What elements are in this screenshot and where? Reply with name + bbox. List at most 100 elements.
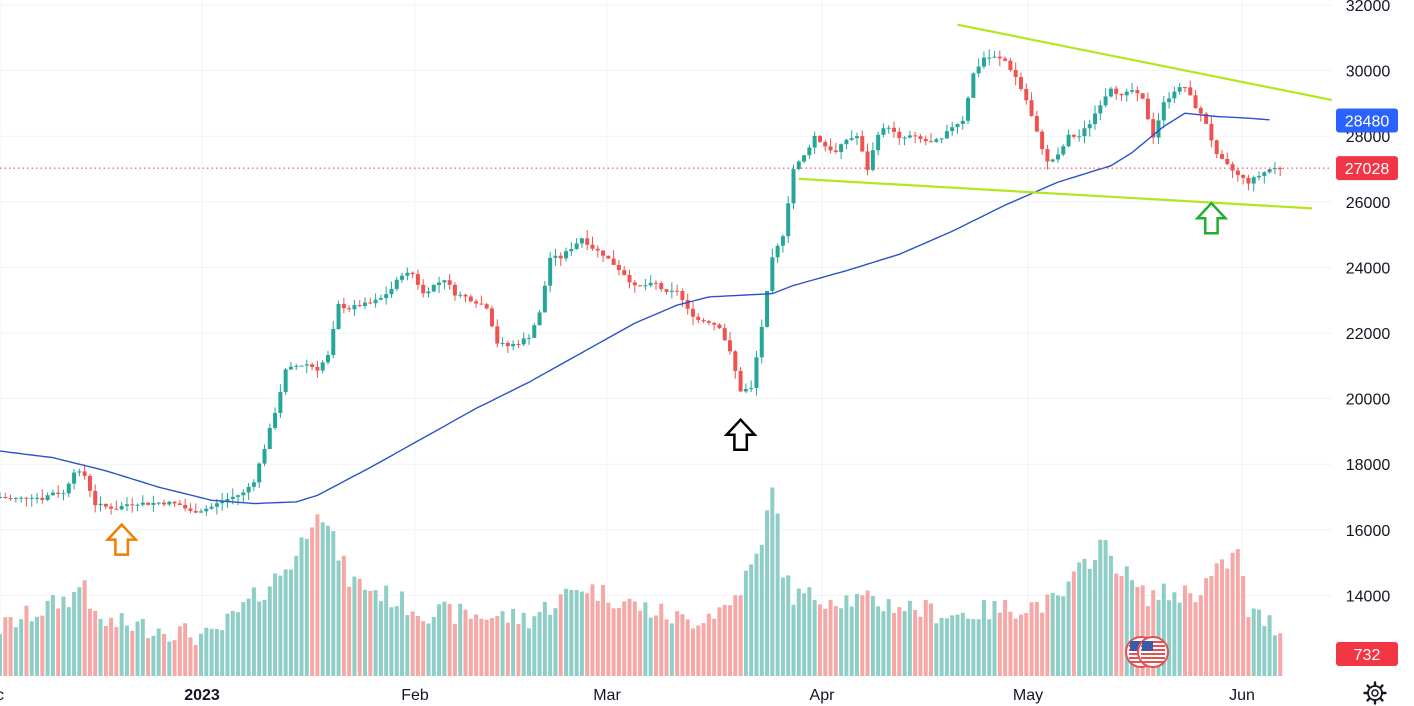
candle-body[interactable] <box>1278 168 1283 170</box>
candle-body[interactable] <box>214 503 219 507</box>
candle-body[interactable] <box>13 497 18 499</box>
up-arrow-marker[interactable] <box>723 417 758 451</box>
candle-body[interactable] <box>278 391 283 413</box>
candle-body[interactable] <box>1188 87 1193 96</box>
candle-body[interactable] <box>712 322 717 325</box>
candle-body[interactable] <box>1140 93 1145 99</box>
candle-body[interactable] <box>199 511 204 513</box>
candle-body[interactable] <box>119 506 124 510</box>
candle-body[interactable] <box>669 290 674 292</box>
candle-body[interactable] <box>437 282 442 285</box>
candle-body[interactable] <box>1093 113 1098 125</box>
candle-body[interactable] <box>743 389 748 392</box>
up-arrow-marker[interactable] <box>104 522 139 556</box>
candle-body[interactable] <box>802 155 807 162</box>
candle-body[interactable] <box>1193 95 1198 109</box>
candle-body[interactable] <box>167 501 172 505</box>
candle-body[interactable] <box>225 498 230 502</box>
candle-body[interactable] <box>622 270 627 275</box>
candle-body[interactable] <box>188 508 193 511</box>
candle-body[interactable] <box>923 138 928 142</box>
candle-body[interactable] <box>40 497 45 500</box>
candle-body[interactable] <box>1018 77 1023 89</box>
candle-body[interactable] <box>574 243 579 250</box>
candle-body[interactable] <box>1003 58 1008 61</box>
candle-body[interactable] <box>500 342 505 344</box>
candle-body[interactable] <box>892 127 897 132</box>
candle-body[interactable] <box>754 357 759 388</box>
candle-body[interactable] <box>177 503 182 505</box>
candle-body[interactable] <box>1219 154 1224 159</box>
candle-body[interactable] <box>1040 131 1045 150</box>
candle-body[interactable] <box>1262 172 1267 176</box>
candle-body[interactable] <box>823 141 828 147</box>
candle-body[interactable] <box>151 502 156 505</box>
candle-body[interactable] <box>1119 93 1124 96</box>
candle-body[interactable] <box>1013 70 1018 78</box>
candle-body[interactable] <box>828 146 833 151</box>
candle-body[interactable] <box>66 483 71 494</box>
candle-body[interactable] <box>495 326 500 344</box>
candle-body[interactable] <box>1246 177 1251 184</box>
candle-body[interactable] <box>304 364 309 366</box>
candle-body[interactable] <box>283 369 288 392</box>
candle-body[interactable] <box>172 501 177 504</box>
candle-body[interactable] <box>246 486 251 493</box>
candle-body[interactable] <box>1209 123 1214 141</box>
candle-body[interactable] <box>325 355 330 363</box>
candle-body[interactable] <box>1145 98 1150 120</box>
candle-body[interactable] <box>1008 60 1013 71</box>
candle-body[interactable] <box>458 294 463 296</box>
candle-body[interactable] <box>35 497 40 499</box>
candle-body[interactable] <box>812 135 817 148</box>
candle-body[interactable] <box>29 497 34 499</box>
candle-body[interactable] <box>1056 154 1060 160</box>
candle-body[interactable] <box>516 344 521 346</box>
candle-body[interactable] <box>585 238 590 245</box>
candle-body[interactable] <box>251 482 256 487</box>
candle-body[interactable] <box>273 412 278 428</box>
candle-body[interactable] <box>601 250 606 256</box>
candle-body[interactable] <box>775 245 780 258</box>
candle-body[interactable] <box>833 150 838 152</box>
candle-body[interactable] <box>135 504 140 506</box>
candle-body[interactable] <box>759 326 764 358</box>
candle-body[interactable] <box>431 284 436 292</box>
candle-body[interactable] <box>341 303 346 309</box>
candle-body[interactable] <box>98 503 103 506</box>
candle-body[interactable] <box>146 502 151 505</box>
candle-body[interactable] <box>1103 96 1108 106</box>
candle-body[interactable] <box>897 131 902 139</box>
candle-body[interactable] <box>966 97 971 121</box>
candle-body[interactable] <box>389 288 394 295</box>
candle-body[interactable] <box>548 257 553 286</box>
candle-body[interactable] <box>347 308 352 310</box>
candle-body[interactable] <box>257 463 262 483</box>
candle-body[interactable] <box>1241 175 1246 178</box>
candle-body[interactable] <box>368 302 373 304</box>
candle-body[interactable] <box>452 284 457 296</box>
candle-body[interactable] <box>532 325 537 338</box>
candle-body[interactable] <box>950 127 955 132</box>
candle-body[interactable] <box>193 510 198 513</box>
candle-body[interactable] <box>690 308 695 317</box>
candle-body[interactable] <box>1182 87 1187 89</box>
time-axis[interactable] <box>0 676 1414 706</box>
candle-body[interactable] <box>606 255 611 259</box>
candle-body[interactable] <box>680 290 685 300</box>
candle-body[interactable] <box>786 203 791 237</box>
candle-body[interactable] <box>939 138 944 140</box>
candle-body[interactable] <box>929 141 934 143</box>
candle-body[interactable] <box>664 289 669 292</box>
candle-body[interactable] <box>849 138 854 140</box>
candle-body[interactable] <box>468 296 473 302</box>
candle-body[interactable] <box>426 291 431 294</box>
candle-body[interactable] <box>717 324 722 329</box>
candle-body[interactable] <box>479 303 484 305</box>
candle-body[interactable] <box>352 305 357 310</box>
candle-body[interactable] <box>1130 90 1135 92</box>
candle-body[interactable] <box>474 301 479 304</box>
candle-body[interactable] <box>881 128 886 135</box>
candle-body[interactable] <box>648 282 653 286</box>
candle-body[interactable] <box>183 504 188 509</box>
